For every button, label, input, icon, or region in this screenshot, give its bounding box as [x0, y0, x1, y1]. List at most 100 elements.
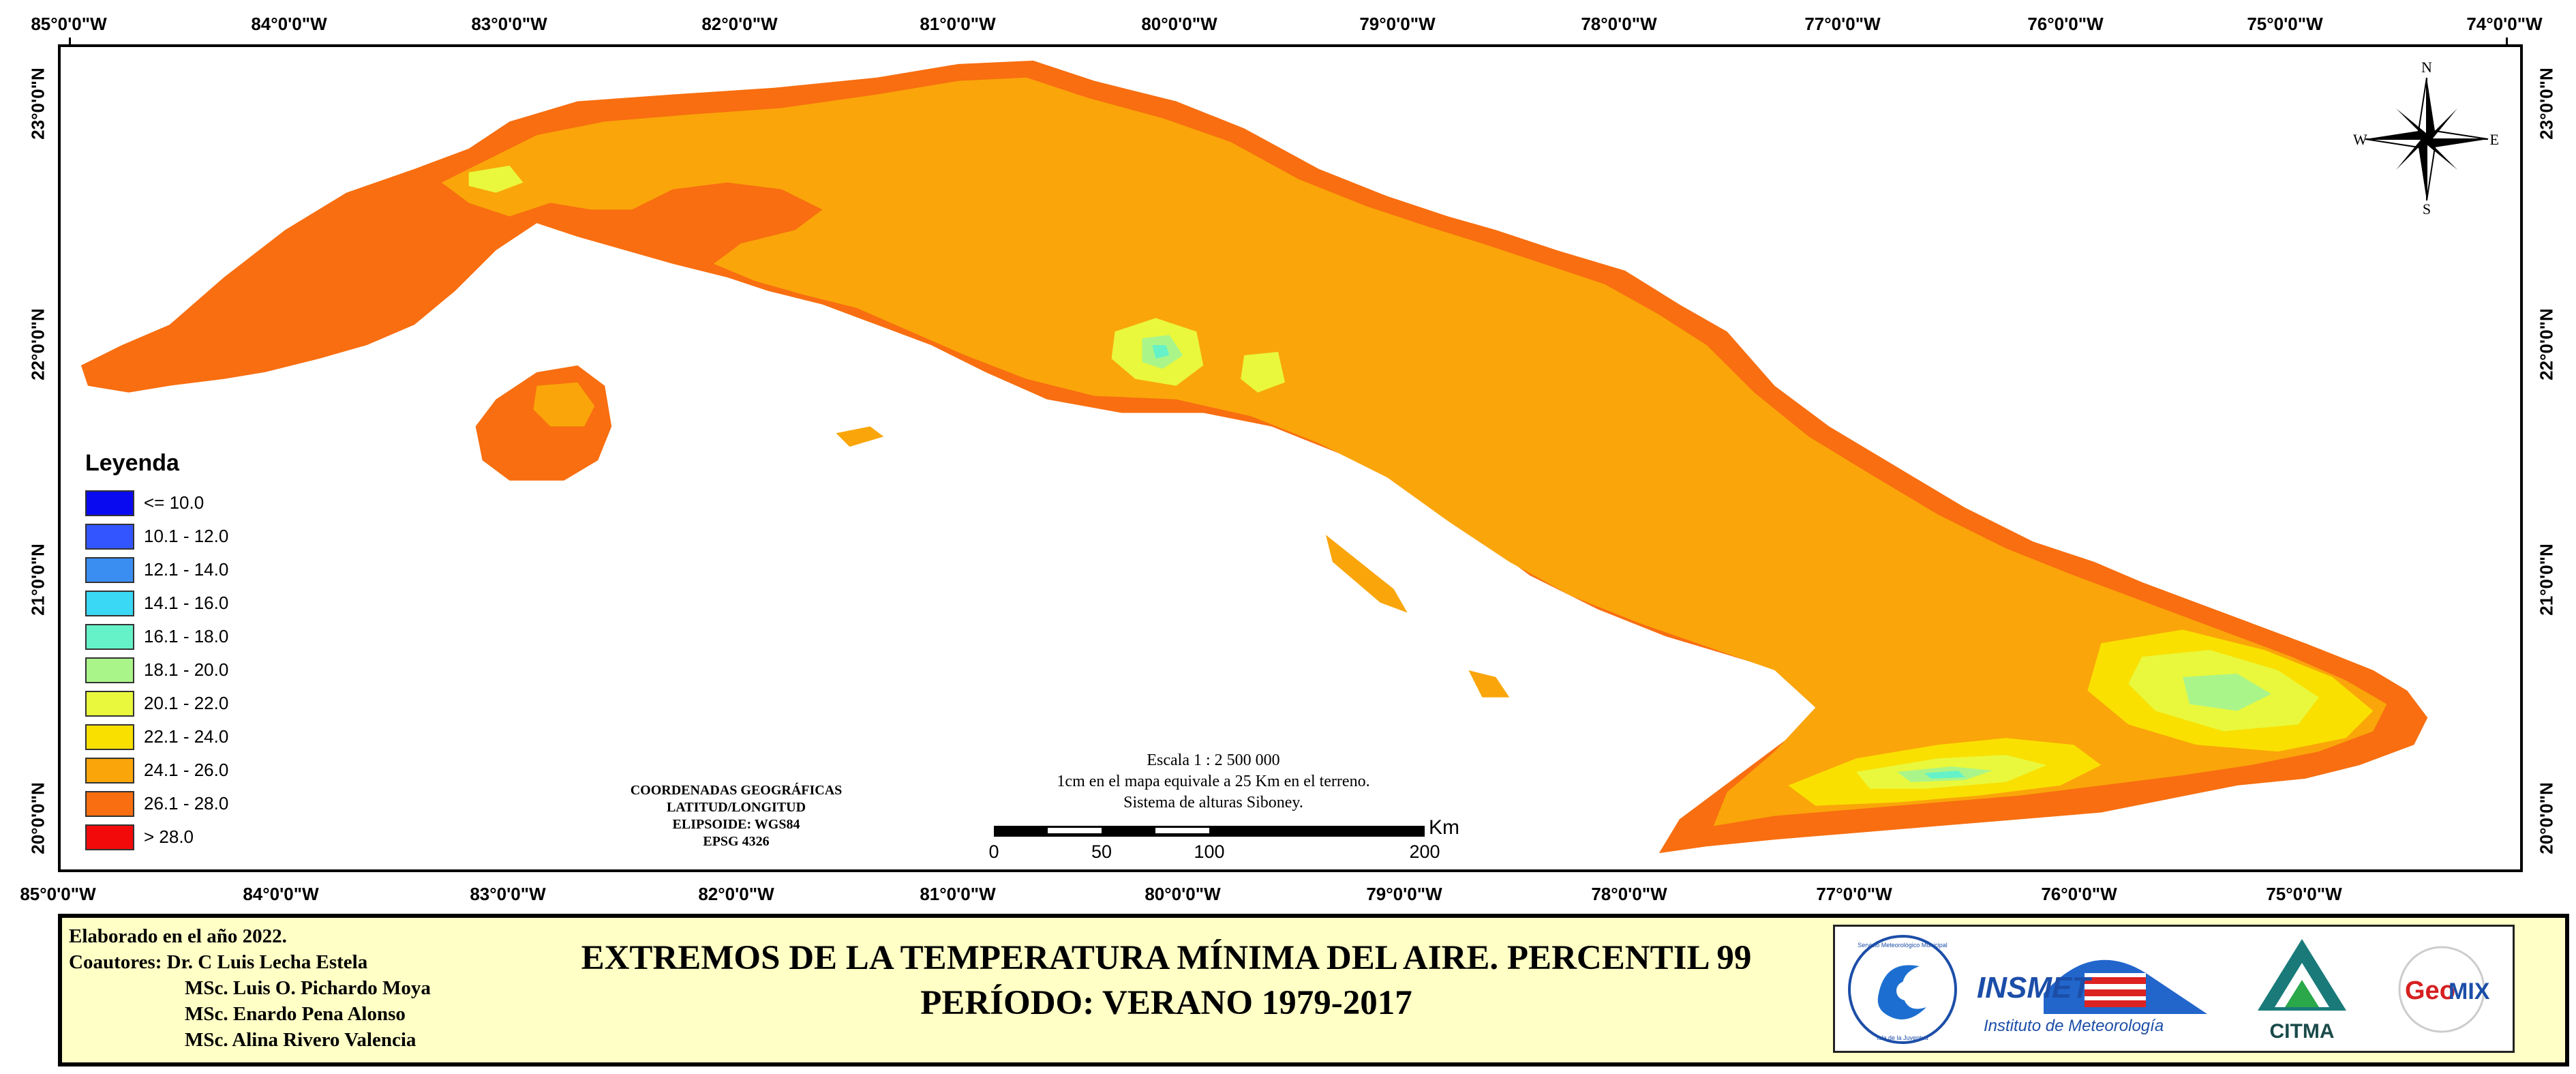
lat-label: 21°0'0"N: [27, 543, 48, 616]
compass-e: E: [2490, 131, 2499, 148]
legend-item: 22.1 - 24.0: [85, 720, 228, 754]
legend-swatch: [85, 490, 134, 516]
legend-item: 24.1 - 26.0: [85, 754, 228, 787]
lon-label: 85°0'0"W: [20, 884, 96, 904]
lon-label: 81°0'0"W: [920, 884, 996, 904]
coord-line: ELIPSOIDE: WGS84: [672, 817, 800, 832]
legend-item: <= 10.0: [85, 486, 228, 520]
lat-label: 21°0'0"N: [2536, 543, 2557, 616]
tick: [2506, 38, 2508, 46]
geomix-logo: Geo MIX: [2398, 946, 2490, 1033]
legend-swatch: [85, 657, 134, 683]
citma-text: CITMA: [2270, 1020, 2335, 1043]
scale-tick-label: 100: [1194, 841, 1225, 862]
coauthor: MSc. Alina Rivero Valencia: [185, 1029, 416, 1051]
legend-swatch: [85, 690, 134, 717]
cuba-temperature-map[interactable]: [61, 47, 2520, 869]
legend-item: 12.1 - 14.0: [85, 553, 228, 586]
map-frame: [58, 44, 2523, 872]
lat-label: 22°0'0"N: [27, 308, 48, 381]
legend-label: 22.1 - 24.0: [144, 726, 229, 747]
isla-juventud: [475, 365, 612, 481]
coord-line: LATITUD/LONGITUD: [666, 800, 806, 815]
logos-panel: Servicio Meteorológico Municipal Isla de…: [1833, 925, 2515, 1053]
lon-label: 84°0'0"W: [251, 14, 327, 34]
compass-n: N: [2421, 59, 2432, 76]
insmet-logo: INSMET Instituto de Meteorología: [1977, 959, 2207, 1035]
lon-label: 80°0'0"W: [1145, 884, 1221, 904]
footer-panel: Elaborado en el año 2022. Coautores: Dr.…: [58, 914, 2569, 1066]
municipal-met-seal-logo: Servicio Meteorológico Municipal Isla de…: [1848, 935, 1957, 1044]
lon-label: 83°0'0"W: [470, 884, 546, 904]
scale-tick-label: 50: [1091, 841, 1112, 862]
legend-swatch: [85, 724, 134, 750]
scale-line: Sistema de alturas Siboney.: [1123, 794, 1303, 811]
legend-label: 16.1 - 18.0: [144, 626, 229, 646]
lon-label: 79°0'0"W: [1366, 884, 1442, 904]
legend-swatch: [85, 824, 134, 850]
legend-label: 12.1 - 14.0: [144, 559, 229, 580]
legend-label: 18.1 - 20.0: [144, 659, 229, 680]
lon-label: 77°0'0"W: [1816, 884, 1892, 904]
coauthor: MSc. Luis O. Pichardo Moya: [185, 977, 431, 999]
lon-label: 78°0'0"W: [1591, 884, 1667, 904]
lat-label: 22°0'0"N: [2536, 308, 2557, 381]
legend-label: 14.1 - 16.0: [144, 593, 229, 613]
map-title: EXTREMOS DE LA TEMPERATURA MÍNIMA DEL AI…: [498, 936, 1834, 1026]
isla-juventud-interior: [533, 382, 595, 427]
title-line-2: PERÍODO: VERANO 1979-2017: [920, 984, 1412, 1022]
title-line-1: EXTREMOS DE LA TEMPERATURA MÍNIMA DEL AI…: [581, 939, 1752, 977]
scale-line: 1cm en el mapa equivale a 25 Km en el te…: [1057, 773, 1370, 790]
legend-label: 24.1 - 26.0: [144, 760, 229, 780]
tick: [69, 38, 71, 46]
lon-label: 75°0'0"W: [2247, 14, 2323, 34]
insmet-subtitle: Instituto de Meteorología: [1984, 1017, 2164, 1035]
legend-item: 10.1 - 12.0: [85, 520, 228, 553]
legend-item: 18.1 - 20.0: [85, 653, 228, 687]
scale-bar: [994, 826, 1425, 837]
legend-swatch: [85, 556, 134, 583]
credits: Elaborado en el año 2022. Coautores: Dr.…: [69, 923, 431, 1053]
legend-item: > 28.0: [85, 820, 228, 854]
lon-label: 76°0'0"W: [2027, 14, 2104, 34]
seal-bottom-text: Isla de la Juventud: [1877, 1034, 1928, 1041]
citma-logo: CITMA: [2258, 939, 2346, 1043]
legend-item: 14.1 - 16.0: [85, 586, 228, 620]
lon-label: 83°0'0"W: [471, 14, 547, 34]
lat-label: 23°0'0"N: [2536, 68, 2557, 140]
legend-label: 20.1 - 22.0: [144, 693, 229, 713]
legend-swatch: [85, 757, 134, 784]
scale-text: Escala 1 : 2 500 000 1cm en el mapa equi…: [1016, 750, 1411, 814]
lat-label: 23°0'0"N: [27, 68, 48, 140]
legend-label: 26.1 - 28.0: [144, 793, 229, 814]
lon-label: 74°0'0"W: [2466, 14, 2543, 34]
scale-tick-label: 0: [988, 841, 999, 862]
coord-line: COORDENADAS GEOGRÁFICAS: [630, 783, 843, 798]
legend-item: 16.1 - 18.0: [85, 620, 228, 653]
lon-label: 84°0'0"W: [243, 884, 319, 904]
lon-label: 82°0'0"W: [698, 884, 774, 904]
seal-top-text: Servicio Meteorológico Municipal: [1858, 942, 1948, 949]
lat-label: 20°0'0"N: [27, 782, 48, 854]
main-island-interior: [441, 77, 2387, 826]
lon-label: 76°0'0"W: [2041, 884, 2117, 904]
legend-label: <= 10.0: [144, 492, 204, 513]
lon-label: 78°0'0"W: [1581, 14, 1657, 34]
legend-label: 10.1 - 12.0: [144, 526, 229, 546]
legend-swatch: [85, 623, 134, 650]
made-year: Elaborado en el año 2022.: [69, 925, 287, 947]
legend-swatch: [85, 790, 134, 817]
geomix-text-a: Geo: [2405, 976, 2455, 1005]
scale-tick-label: 200: [1409, 841, 1440, 862]
lon-label: 82°0'0"W: [701, 14, 778, 34]
legend-label: > 28.0: [144, 826, 194, 847]
coord-line: EPSG 4326: [703, 834, 770, 849]
scale-line: Escala 1 : 2 500 000: [1147, 751, 1280, 769]
compass-w: W: [2353, 131, 2367, 148]
lat-label: 20°0'0"N: [2536, 782, 2557, 854]
lon-label: 77°0'0"W: [1804, 14, 1881, 34]
coordinate-system-note: COORDENADAS GEOGRÁFICAS LATITUD/LONGITUD…: [613, 782, 859, 850]
legend-item: 20.1 - 22.0: [85, 687, 228, 720]
legend-title: Leyenda: [85, 450, 179, 476]
legend-item: 26.1 - 28.0: [85, 787, 228, 820]
